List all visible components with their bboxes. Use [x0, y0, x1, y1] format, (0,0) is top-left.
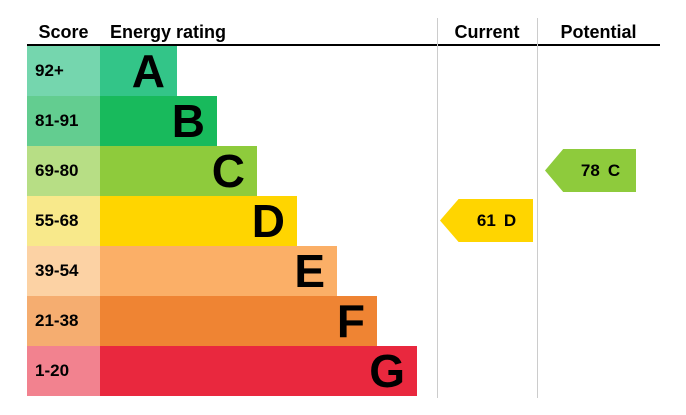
band-letter: E	[294, 245, 325, 297]
band-row-e: 39-54 E	[27, 246, 437, 296]
band-bar: B	[100, 96, 217, 146]
band-score: 1-20	[27, 346, 100, 396]
band-letter: G	[369, 345, 405, 397]
header-score: Score	[38, 22, 89, 42]
band-bar: D	[100, 196, 297, 246]
band-rows: 92+ A 81-91 B 69-80 C 55-68 D 39-54 E 21…	[27, 46, 437, 396]
band-bar: G	[100, 346, 417, 396]
band-bar: C	[100, 146, 257, 196]
band-letter: D	[251, 195, 285, 247]
band-row-c: 69-80 C	[27, 146, 437, 196]
divider-potential	[537, 18, 538, 398]
band-row-g: 1-20 G	[27, 346, 437, 396]
band-bar: A	[100, 46, 177, 96]
header-energy-rating: Energy rating	[110, 22, 227, 42]
current-rating-arrow: 61 D	[440, 199, 533, 242]
potential-rating-letter: C	[607, 160, 621, 180]
current-rating-letter: D	[503, 210, 517, 230]
band-letter: C	[211, 145, 245, 197]
band-letter: F	[336, 295, 365, 347]
potential-rating-value: 78	[580, 160, 600, 180]
band-score: 39-54	[27, 246, 100, 296]
divider-current	[437, 18, 438, 398]
header-potential: Potential	[560, 22, 637, 42]
band-score: 55-68	[27, 196, 100, 246]
band-letter: A	[131, 45, 165, 97]
band-bar: E	[100, 246, 337, 296]
band-score: 69-80	[27, 146, 100, 196]
band-row-a: 92+ A	[27, 46, 437, 96]
header-underline	[27, 44, 660, 46]
band-score: 81-91	[27, 96, 100, 146]
band-bar: F	[100, 296, 377, 346]
band-row-d: 55-68 D	[27, 196, 437, 246]
band-row-b: 81-91 B	[27, 96, 437, 146]
header-current: Current	[454, 22, 520, 42]
band-letter: B	[171, 95, 205, 147]
potential-rating-arrow: 78 C	[545, 149, 636, 192]
band-row-f: 21-38 F	[27, 296, 437, 346]
band-score: 92+	[27, 46, 100, 96]
current-rating-value: 61	[476, 210, 496, 230]
band-score: 21-38	[27, 296, 100, 346]
